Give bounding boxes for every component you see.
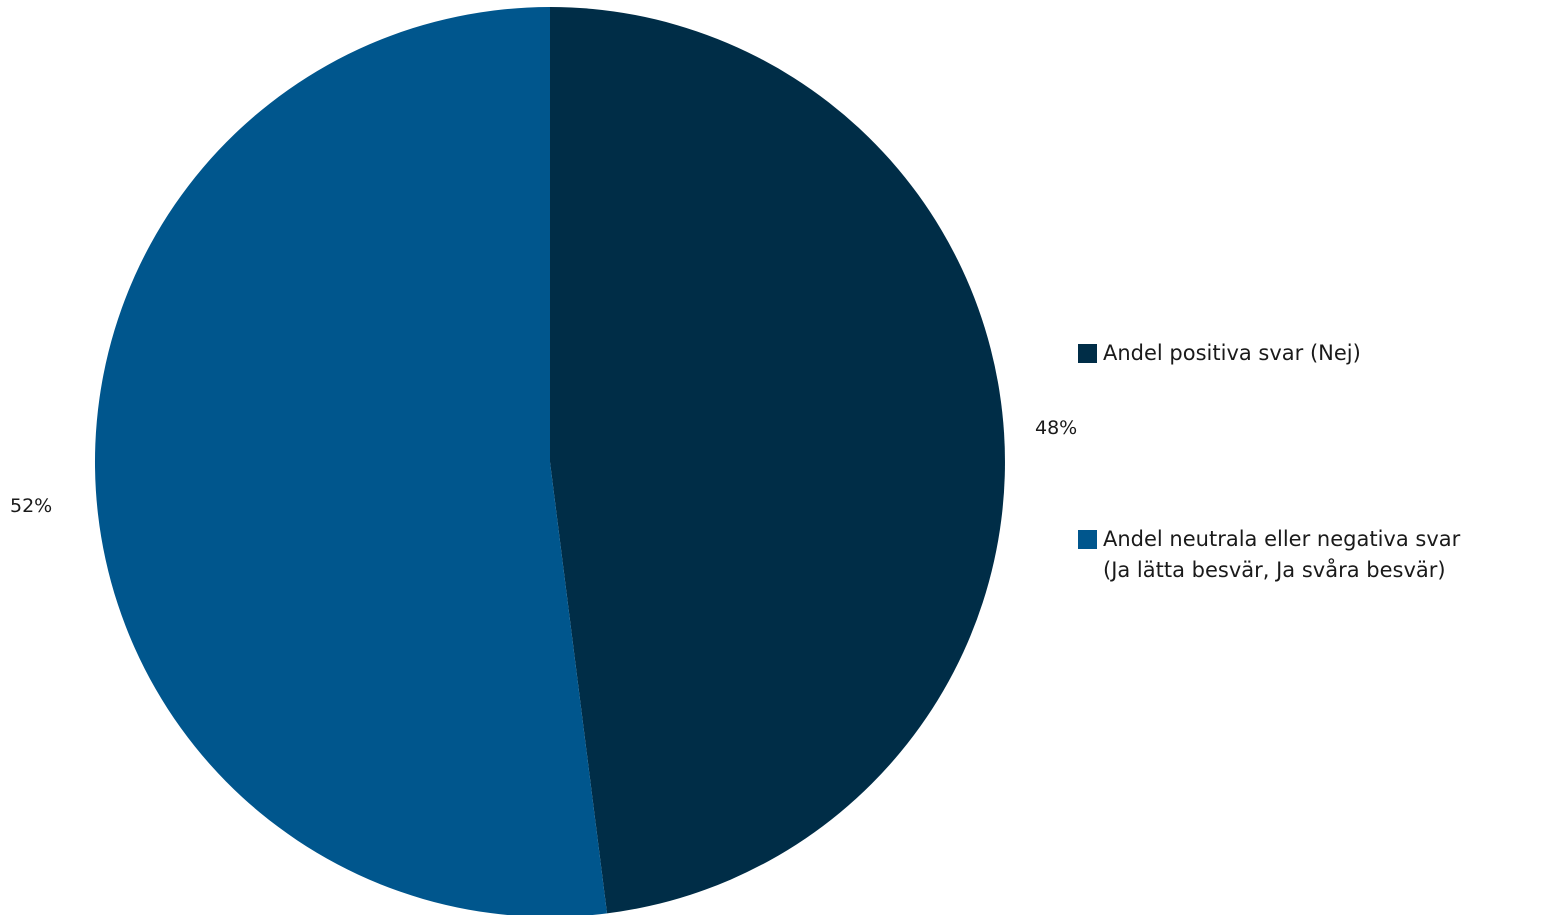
pie-data-labels: 48% 52% xyxy=(10,417,1077,517)
pie-slices xyxy=(95,7,1005,915)
legend-label-neutral-negative: Andel neutrala eller negativa svar (Ja l… xyxy=(1103,527,1461,582)
legend-label-positive: Andel positiva svar (Nej) xyxy=(1103,341,1361,365)
slice-positive xyxy=(550,7,1005,914)
data-label-positive: 48% xyxy=(1035,417,1077,439)
legend-swatch-neutral-negative xyxy=(1078,530,1097,549)
legend-swatch-positive xyxy=(1078,344,1097,363)
data-label-neutral-negative: 52% xyxy=(10,495,52,517)
legend-item-neutral-negative: Andel neutrala eller negativa svar (Ja l… xyxy=(1078,524,1548,586)
legend-item-positive: Andel positiva svar (Nej) xyxy=(1078,338,1548,369)
chart-legend: Andel positiva svar (Nej) Andel neutrala… xyxy=(1078,338,1548,586)
slice-neutral-negative xyxy=(95,7,608,915)
